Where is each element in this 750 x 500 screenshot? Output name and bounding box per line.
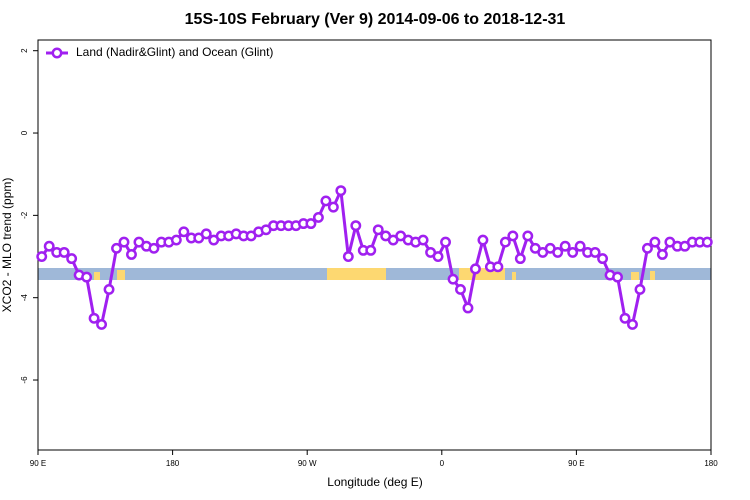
y-tick-label: 0 [20,130,29,135]
data-point [178,226,190,238]
data-point [365,244,377,256]
data-point [522,230,534,242]
land-band [650,271,655,280]
x-tick-label: 90 E [568,459,584,468]
y-axis-label: XCO2 - MLO trend (ppm) [0,178,14,313]
data-point [335,185,347,197]
data-point [507,230,519,242]
data-point [612,271,623,283]
data-point [559,240,571,252]
y-tick-label: 2 [20,48,29,53]
data-point [567,246,579,258]
data-point [148,242,160,254]
chart-title: 15S-10S February (Ver 9) 2014-09-06 to 2… [185,11,566,28]
x-tick-label: 90 W [298,459,317,468]
data-point [372,224,384,236]
y-tick-label: -6 [20,376,29,384]
x-tick-label: 180 [704,459,718,468]
data-point [417,234,429,246]
x-tick-label: 180 [166,459,180,468]
data-point [641,242,653,254]
x-tick-label: 0 [440,459,445,468]
data-point [447,273,459,285]
y-tick-label: -4 [20,294,29,302]
data-point [58,246,70,258]
data-point [88,312,100,324]
x-tick-label: 90 E [30,459,46,468]
data-point [649,236,661,248]
land-band [631,272,639,280]
land-band [117,270,125,280]
data-point [597,253,609,265]
data-point [342,251,354,262]
data-point [320,195,332,207]
y-tick-label: -2 [20,211,29,219]
data-point [627,318,638,330]
data-point [96,318,108,330]
data-point [574,240,586,252]
data-point [455,284,466,295]
data-point [619,312,631,324]
data-point [118,236,130,248]
data-point [126,249,137,260]
legend-label: Land (Nadir&Glint) and Ocean (Glint) [76,45,273,59]
data-point [305,218,317,230]
data-point [36,251,48,262]
data-point [552,246,564,258]
data-point [514,253,526,265]
data-point [589,246,601,258]
data-point [432,251,444,262]
data-point [499,236,511,248]
data-point [634,284,646,295]
data-point [103,284,115,295]
data-point [477,234,489,246]
data-point [170,234,182,246]
land-band [94,272,100,280]
data-point [440,236,451,248]
land-band [512,272,516,280]
data-point [43,240,55,252]
data-point [200,228,212,240]
legend-marker [51,47,63,59]
data-point [81,271,93,283]
data-point [327,201,339,213]
data-point [656,249,668,260]
land-band [327,268,386,280]
data-point [701,236,713,248]
x-axis-label: Longitude (deg E) [327,475,422,489]
data-point [470,263,481,275]
data-point [111,242,122,254]
data-point [312,211,324,223]
data-point [462,302,474,314]
data-point [350,220,362,232]
data-point [66,253,78,265]
data-point [492,261,504,273]
